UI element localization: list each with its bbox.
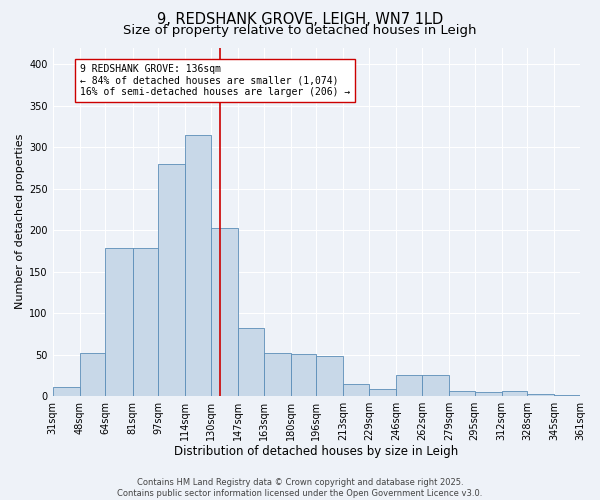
Bar	[475, 392, 502, 396]
Text: 9 REDSHANK GROVE: 136sqm
← 84% of detached houses are smaller (1,074)
16% of sem: 9 REDSHANK GROVE: 136sqm ← 84% of detach…	[80, 64, 350, 98]
Bar	[291, 354, 316, 396]
Bar	[527, 394, 554, 396]
Bar	[316, 356, 343, 396]
Text: Contains HM Land Registry data © Crown copyright and database right 2025.
Contai: Contains HM Land Registry data © Crown c…	[118, 478, 482, 498]
Bar	[211, 228, 238, 396]
Bar	[263, 353, 291, 396]
Bar	[133, 248, 158, 396]
Y-axis label: Number of detached properties: Number of detached properties	[15, 134, 25, 310]
Bar	[185, 134, 211, 396]
Bar	[158, 164, 185, 396]
Bar	[396, 376, 422, 396]
X-axis label: Distribution of detached houses by size in Leigh: Distribution of detached houses by size …	[174, 444, 458, 458]
Bar	[422, 376, 449, 396]
Bar	[106, 248, 133, 396]
Bar	[449, 391, 475, 396]
Bar	[369, 390, 396, 396]
Bar	[238, 328, 263, 396]
Bar	[53, 387, 80, 396]
Bar	[80, 353, 106, 396]
Text: 9, REDSHANK GROVE, LEIGH, WN7 1LD: 9, REDSHANK GROVE, LEIGH, WN7 1LD	[157, 12, 443, 28]
Bar	[502, 391, 527, 396]
Bar	[343, 384, 369, 396]
Text: Size of property relative to detached houses in Leigh: Size of property relative to detached ho…	[123, 24, 477, 37]
